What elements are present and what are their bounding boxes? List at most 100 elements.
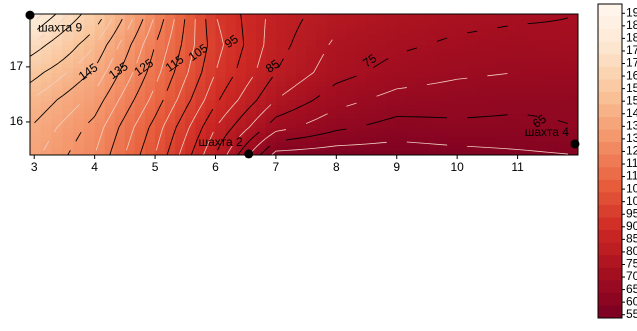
field-cell: [62, 127, 73, 132]
field-cell: [336, 54, 347, 59]
field-cell: [568, 86, 579, 91]
field-cell: [246, 91, 257, 96]
field-cell: [135, 14, 146, 20]
field-cell: [326, 100, 337, 105]
field-cell: [367, 95, 378, 100]
field-cell: [467, 137, 478, 142]
field-cell: [367, 100, 378, 105]
field-cell: [417, 19, 428, 25]
field-cell: [387, 105, 398, 110]
field-cell: [397, 24, 408, 30]
field-cell: [417, 14, 428, 20]
field-cell: [185, 141, 196, 146]
field-cell: [508, 109, 519, 114]
field-cell: [397, 105, 408, 110]
field-cell: [457, 105, 468, 110]
field-cell: [467, 59, 478, 64]
field-cell: [316, 63, 327, 68]
field-cell: [175, 141, 186, 146]
field-cell: [457, 54, 468, 59]
field-cell: [487, 95, 498, 100]
field-cell: [316, 137, 327, 142]
field-cell: [467, 35, 478, 41]
field-cell: [548, 49, 559, 54]
field-cell: [336, 114, 347, 119]
field-cell: [467, 82, 478, 87]
field-cell: [397, 35, 408, 41]
field-cell: [397, 68, 408, 73]
field-cell: [326, 14, 337, 20]
field-cell: [427, 118, 438, 123]
field-cell: [52, 100, 63, 105]
field-cell: [276, 29, 287, 35]
field-cell: [84, 14, 95, 20]
field-cell: [457, 19, 468, 25]
field-cell: [417, 40, 428, 46]
field-cell: [336, 118, 347, 123]
field-cell: [205, 109, 216, 114]
field-cell: [558, 45, 569, 50]
field-cell: [41, 95, 52, 100]
field-cell: [457, 35, 468, 41]
field-cell: [73, 86, 84, 91]
field-cell: [30, 40, 41, 46]
field-cell: [356, 24, 367, 30]
field-cell: [84, 95, 95, 100]
colorbar-bin: [598, 167, 622, 180]
field-cell: [377, 137, 388, 142]
field-cell: [336, 137, 347, 142]
field-cell: [346, 24, 357, 30]
field-cell: [437, 49, 448, 54]
field-cell: [387, 40, 398, 46]
field-cell: [417, 59, 428, 64]
field-cell: [346, 127, 357, 132]
field-cell: [447, 86, 458, 91]
field-cell: [226, 68, 237, 73]
field-cell: [246, 35, 257, 41]
field-cell: [407, 109, 418, 114]
field-cell: [548, 14, 559, 20]
field-cell: [226, 91, 237, 96]
field-cell: [226, 14, 237, 20]
field-cell: [326, 86, 337, 91]
field-cell: [437, 63, 448, 68]
field-cell: [377, 100, 388, 105]
field-cell: [487, 14, 498, 20]
field-cell: [487, 86, 498, 91]
field-cell: [306, 49, 317, 54]
field-cell: [487, 19, 498, 25]
field-cell: [367, 45, 378, 50]
field-cell: [41, 59, 52, 64]
field-cell: [528, 45, 539, 50]
field-cell: [296, 72, 307, 77]
field-cell: [548, 63, 559, 68]
field-cell: [518, 49, 529, 54]
field-cell: [84, 105, 95, 110]
field-cell: [528, 141, 539, 146]
field-cell: [477, 72, 488, 77]
field-cell: [518, 118, 529, 123]
field-cell: [336, 29, 347, 35]
field-cell: [30, 86, 41, 91]
field-cell: [538, 59, 549, 64]
field-cell: [246, 54, 257, 59]
field-cell: [568, 24, 579, 30]
field-cell: [417, 114, 428, 119]
field-cell: [407, 19, 418, 25]
field-cell: [518, 68, 529, 73]
field-cell: [326, 137, 337, 142]
field-cell: [185, 137, 196, 142]
field-cell: [538, 72, 549, 77]
field-cell: [195, 35, 206, 41]
field-cell: [336, 86, 347, 91]
field-cell: [246, 127, 257, 132]
field-cell: [356, 68, 367, 73]
field-cell: [558, 95, 569, 100]
field-cell: [407, 127, 418, 132]
field-cell: [447, 109, 458, 114]
field-cell: [417, 68, 428, 73]
field-cell: [397, 123, 408, 128]
field-cell: [397, 49, 408, 54]
field-cell: [387, 100, 398, 105]
field-cell: [356, 118, 367, 123]
